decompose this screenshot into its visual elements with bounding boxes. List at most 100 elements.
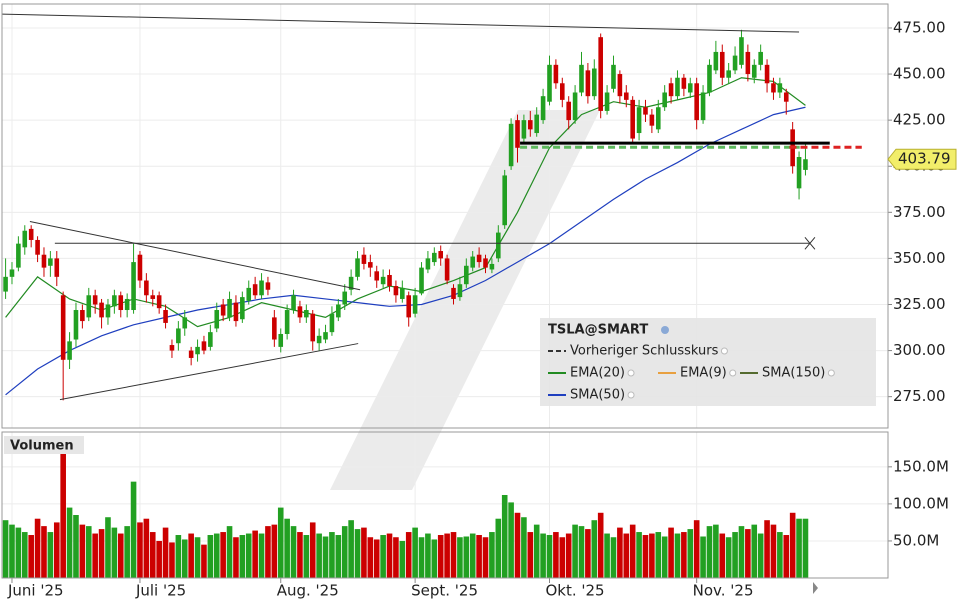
candle-body [527,120,533,130]
candle-body [16,243,21,268]
y-tick-label: 50.0M [893,531,939,549]
candle-body [67,341,72,360]
volume-bar [60,440,66,578]
volume-bar [194,537,201,578]
volume-bar [751,524,758,578]
legend-icon [627,391,635,399]
volume-bar [73,515,79,578]
legend-icon [720,347,728,355]
candle-body [28,228,34,240]
candle-body [252,284,258,296]
volume-bar [482,537,489,578]
volume-bar [258,533,265,578]
candle-body [668,83,674,97]
candle-body [604,92,610,111]
volume-bar [681,532,687,578]
candle-body [80,310,85,322]
candle-body [425,258,431,270]
volume-bar [757,533,764,578]
volume-bar [143,518,150,578]
volume-bar [585,529,591,578]
volume-bar [789,512,796,578]
candle-body [156,295,162,309]
candle-body [3,276,8,292]
volume-bar [290,526,297,578]
volume-bar [226,526,233,578]
plot [2,13,862,578]
volume-bar [770,524,777,578]
candle-body [310,313,316,342]
candle-body [195,346,200,355]
candle-body [144,280,149,296]
volume-bar [322,536,329,578]
candle-body [559,83,565,100]
volume-bar [220,532,226,578]
volume-bar [604,533,610,578]
candle-body [534,114,539,134]
volume-bar [642,535,649,578]
candle-body [169,345,175,351]
legend-icon [827,369,835,377]
candle-body [719,51,725,78]
candle-body [444,258,450,281]
volume-bar [527,532,534,578]
candle-body [598,37,603,111]
volume-bar [661,536,668,578]
candle-body [687,83,693,93]
candle-body [201,341,207,351]
candle-body [400,287,405,299]
legend-label: Vorheriger Schlusskurs [570,344,719,359]
candle-body [227,298,232,318]
candle-body [323,332,328,340]
candle-body [374,271,380,281]
volume-title: Volumen [10,439,74,454]
volume-bar [213,533,220,578]
volume-bar [668,527,674,578]
volume-bar [457,537,463,578]
volume-bar [92,533,98,578]
volume-bar [610,537,617,578]
candle-body [92,295,98,305]
volume-bar [623,533,630,578]
candle-body [732,55,738,71]
y-tick-label: 375.00 [893,203,946,221]
candle-body [246,287,252,301]
volume-bar [181,539,188,578]
candle-body [502,175,508,226]
candle-body [470,256,476,268]
candle-body [60,295,66,360]
volume-bar [713,524,719,578]
volume-bar [265,526,271,578]
candle-body [86,295,92,318]
x-tick-label: Nov. '25 [693,582,754,600]
candle-body [54,258,60,277]
candle-body [726,70,731,78]
candle-body [163,310,168,323]
candle-body [304,310,309,318]
volume-bar [687,529,694,578]
volume-bar [335,535,342,578]
volume-bar [53,522,60,578]
candle-body [336,304,341,318]
candle-body [284,310,290,334]
volume-bar [444,533,450,578]
volume-bar [201,544,207,578]
legend-symbol: TSLA@SMART [548,323,648,338]
volume-bar [540,533,546,578]
candle-body [496,232,501,259]
volume-bar [489,532,495,578]
volume-bar [495,518,502,578]
volume-bar [15,527,22,578]
volume-bar [405,532,412,578]
volume-bar [207,535,214,578]
volume-bar [149,532,156,578]
volume-bar [98,529,105,578]
volume-bar [437,535,444,578]
y-tick-label: 100.0M [893,494,949,512]
volume-bar [514,512,521,578]
volume-bar [802,518,809,578]
candle-body [150,295,156,299]
candle-body [412,295,418,314]
legend-icon [627,369,635,377]
volume-bar [629,524,636,578]
